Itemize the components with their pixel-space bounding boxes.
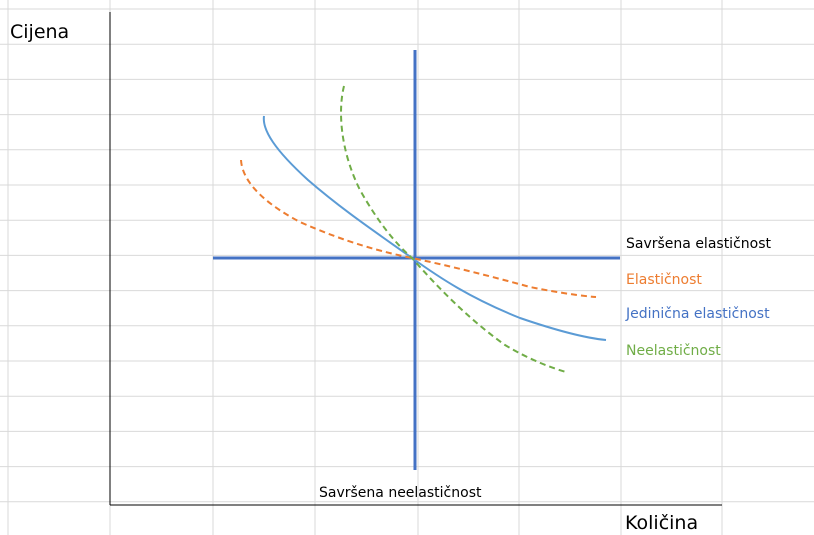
elastic-curve bbox=[240, 159, 597, 298]
x-axis-label: Količina bbox=[625, 512, 698, 534]
label-unit-elastic: Jedinična elastičnost bbox=[625, 306, 770, 322]
label-elastic: Elastičnost bbox=[626, 272, 702, 288]
label-inelastic: Neelastičnost bbox=[626, 343, 721, 359]
inelastic-curve bbox=[340, 85, 567, 373]
y-axis-label: Cijena bbox=[10, 21, 69, 43]
label-perfectly-elastic: Savršena elastičnost bbox=[626, 236, 772, 252]
label-perfectly-inelastic: Savršena neelastičnost bbox=[319, 485, 482, 501]
